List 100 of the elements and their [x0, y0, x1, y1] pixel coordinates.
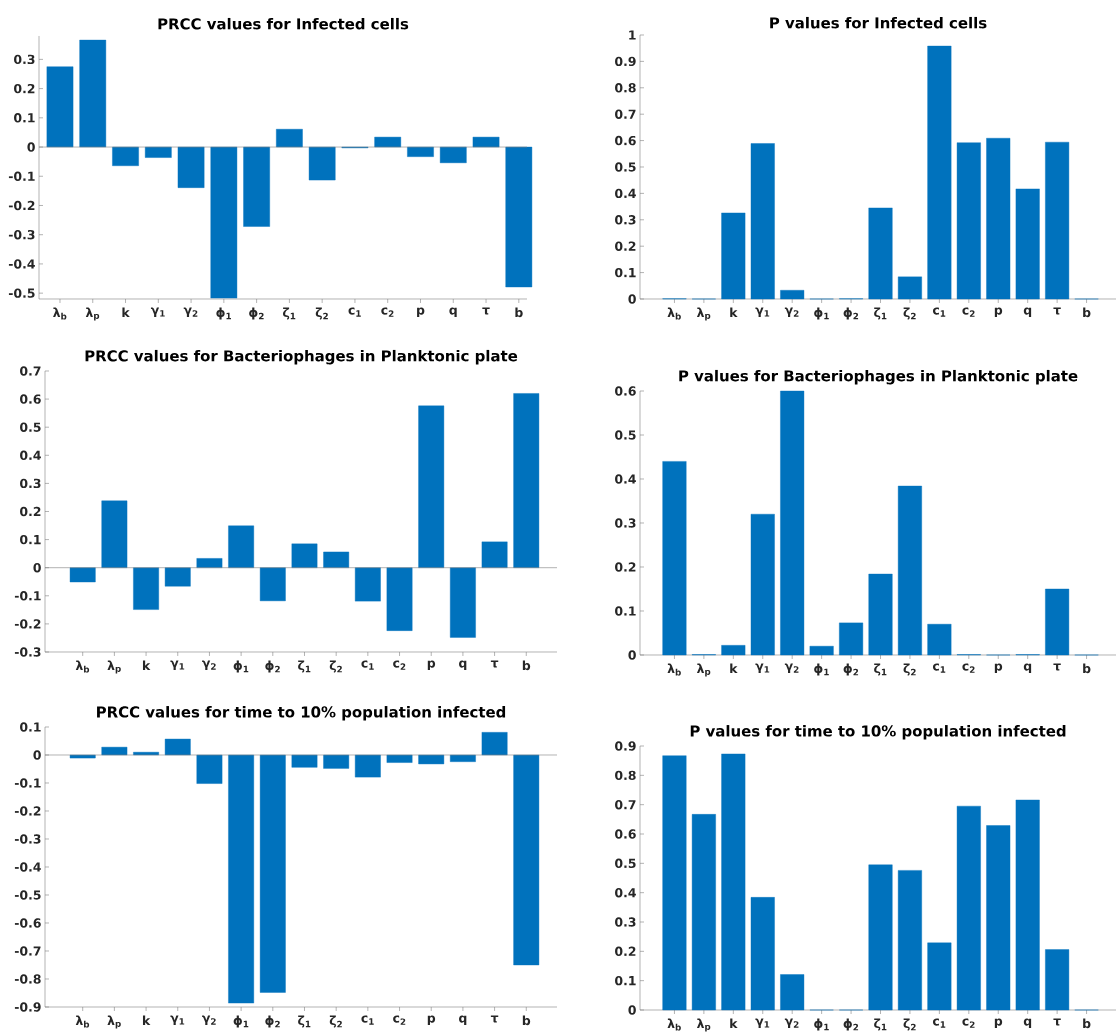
- y-tick-label: 0.1: [20, 722, 41, 732]
- y-tick-label: 0.8: [615, 83, 636, 93]
- x-tick-label: ζ$_{1}$: [298, 1015, 311, 1028]
- x-tick-label: λ$_{p}$: [696, 307, 711, 321]
- y-tick-label: 0.3: [615, 518, 636, 528]
- y-tick-label: 0.3: [20, 478, 41, 489]
- x-tick-label: λ$_{p}$: [85, 307, 100, 321]
- x-tick-label: c$_{1}$: [932, 307, 946, 317]
- x-tick-label: p: [994, 307, 1003, 318]
- x-tick-label: λ$_{b}$: [75, 1015, 90, 1028]
- y-tick-label: 0: [33, 563, 41, 573]
- y-tick-label: 0.8: [615, 770, 636, 781]
- x-tick-label: q: [459, 1015, 467, 1026]
- y-tick-label: -0.4: [8, 259, 35, 269]
- x-tick-label: ζ$_{2}$: [329, 660, 342, 673]
- x-tick-label: ϕ$_{1}$: [814, 1018, 829, 1031]
- x-tick-label: ϕ$_{1}$: [814, 307, 829, 320]
- y-tick-label: 1: [629, 30, 636, 40]
- x-tick-label: γ$_{1}$: [755, 1018, 770, 1028]
- x-tick-label: ϕ$_{2}$: [843, 663, 859, 676]
- y-tick-label: -0.7: [14, 946, 41, 956]
- y-tick-label: -0.3: [14, 834, 41, 844]
- x-tick-label: c$_{2}$: [962, 307, 975, 317]
- x-tick-label: k: [122, 307, 130, 318]
- y-tick-label: 0: [628, 294, 636, 304]
- x-tick-label: c$_{1}$: [932, 663, 946, 673]
- x-tick-label: γ$_{2}$: [183, 307, 198, 317]
- x-tick-label: ζ$_{2}$: [315, 307, 328, 320]
- chart-title: PRCC values for Bacteriophages in Planktonic plate: [85, 349, 518, 365]
- x-tick-label: ζ$_{2}$: [903, 663, 916, 676]
- x-tick-label: p: [427, 1015, 436, 1026]
- y-tick-label: 0.4: [20, 450, 41, 461]
- y-tick-label: 0.2: [20, 506, 41, 517]
- x-tick-label: ζ$_{1}$: [282, 307, 296, 320]
- x-tick-label: ϕ$_{1}$: [814, 663, 829, 676]
- x-tick-label: p: [417, 307, 425, 318]
- x-tick-label: λ$_{b}$: [667, 663, 681, 676]
- x-tick-label: γ$_{1}$: [755, 663, 770, 673]
- y-tick-label: -0.4: [14, 862, 41, 872]
- y-tick-label: -0.3: [14, 647, 41, 657]
- y-tick-label: 0: [628, 1005, 636, 1015]
- x-tick-label: k: [730, 1018, 738, 1029]
- x-tick-label: τ: [490, 1015, 499, 1023]
- x-tick-label: λ$_{b}$: [75, 660, 90, 673]
- x-tick-label: λ$_{b}$: [667, 1018, 681, 1031]
- x-tick-label: τ: [1053, 663, 1061, 671]
- x-tick-label: λ$_{p}$: [696, 663, 711, 677]
- x-tick-label: γ$_{2}$: [784, 307, 799, 317]
- x-tick-label: p: [427, 660, 436, 671]
- y-tick-label: 0.1: [14, 113, 35, 123]
- y-tick-label: 0.5: [20, 422, 41, 432]
- x-tick-label: c$_{2}$: [393, 1015, 406, 1025]
- x-tick-label: b: [522, 1015, 531, 1026]
- y-tick-label: 0.6: [20, 394, 41, 404]
- x-tick-label: k: [142, 1015, 151, 1026]
- x-tick-label: τ: [482, 307, 490, 315]
- chart-title: PRCC values for Infected cells: [158, 18, 409, 30]
- x-tick-label: q: [449, 307, 457, 318]
- y-tick-label: -0.2: [8, 200, 35, 211]
- y-tick-label: 0.5: [615, 858, 636, 869]
- x-tick-label: ζ$_{1}$: [298, 660, 311, 673]
- y-tick-label: -0.1: [14, 591, 41, 601]
- y-tick-label: 0.5: [615, 430, 636, 440]
- x-tick-label: b: [515, 307, 523, 318]
- y-tick-label: 0.6: [615, 386, 636, 396]
- y-tick-label: 0.1: [20, 534, 41, 545]
- x-tick-label: τ: [1053, 307, 1061, 315]
- x-tick-label: ϕ$_{2}$: [843, 1018, 859, 1031]
- x-tick-label: ζ$_{2}$: [903, 1018, 916, 1031]
- x-tick-label: q: [1023, 663, 1032, 674]
- x-tick-label: q: [1023, 1018, 1032, 1029]
- y-tick-label: 0.9: [615, 56, 636, 67]
- y-tick-label: 0.4: [615, 188, 636, 199]
- x-tick-label: k: [142, 660, 151, 671]
- x-tick-label: γ$_{1}$: [170, 660, 185, 670]
- y-tick-label: -0.5: [14, 890, 41, 900]
- x-tick-label: c$_{2}$: [962, 1018, 975, 1028]
- x-tick-label: γ$_{2}$: [784, 1018, 799, 1028]
- chart-title: P values for Bacteriophages in Planktonic plate: [679, 369, 1078, 385]
- x-tick-label: b: [1083, 663, 1091, 674]
- y-tick-label: 0.3: [615, 215, 636, 225]
- x-tick-label: λ$_{p}$: [107, 660, 121, 674]
- x-tick-label: c$_{1}$: [361, 660, 374, 670]
- x-tick-label: ζ$_{1}$: [874, 663, 887, 676]
- x-tick-label: c$_{1}$: [932, 1018, 946, 1028]
- y-tick-label: 0.1: [615, 606, 636, 616]
- x-tick-label: q: [1023, 307, 1032, 318]
- x-tick-label: λ$_{p}$: [107, 1015, 121, 1029]
- x-tick-label: ζ$_{1}$: [874, 1018, 887, 1031]
- y-tick-label: 0.6: [615, 135, 636, 146]
- x-tick-label: ζ$_{1}$: [874, 307, 887, 320]
- y-tick-label: 0.2: [615, 946, 636, 957]
- x-tick-label: γ$_{1}$: [170, 1015, 185, 1025]
- y-tick-label: 0.7: [615, 800, 636, 810]
- x-tick-label: ϕ$_{2}$: [265, 1015, 280, 1028]
- y-tick-label: 0.6: [615, 829, 636, 839]
- x-tick-label: c$_{2}$: [393, 660, 406, 670]
- y-tick-label: 0.1: [615, 267, 636, 278]
- y-tick-label: 0.2: [14, 83, 35, 94]
- x-tick-label: ζ$_{2}$: [329, 1015, 342, 1028]
